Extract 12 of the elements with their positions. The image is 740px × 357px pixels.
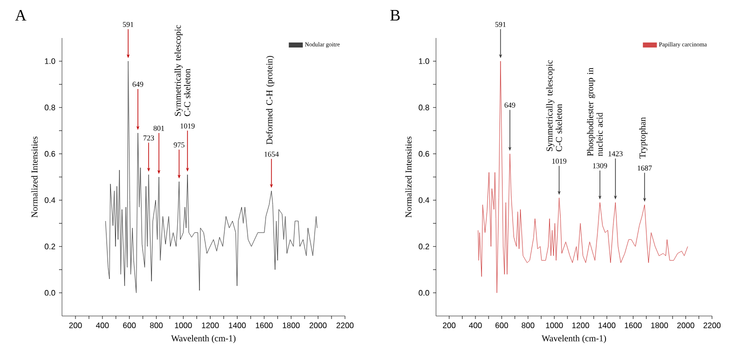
annotation: Symmetrically telescopic C-C skeleton — [174, 25, 190, 116]
y-axis-title: Normalized Intensities — [31, 136, 38, 218]
y-axis-title: Normalized Intensities — [405, 136, 412, 218]
x-axis-title: Wavelenth (cm-1) — [171, 335, 236, 344]
x-axis-title: Wavelenth (cm-1) — [542, 335, 606, 344]
line-series — [478, 60, 688, 294]
annotation: Deformed C-H (protein) — [266, 56, 274, 144]
chart-title: A — [15, 10, 26, 20]
chart-title: B — [390, 10, 400, 20]
annotation: Tryptophan — [639, 117, 648, 158]
annotation: Phosphodiester group in nucleic acid — [586, 68, 603, 156]
annotation: Symmetrically telescopic C-C skeleton — [546, 60, 562, 152]
